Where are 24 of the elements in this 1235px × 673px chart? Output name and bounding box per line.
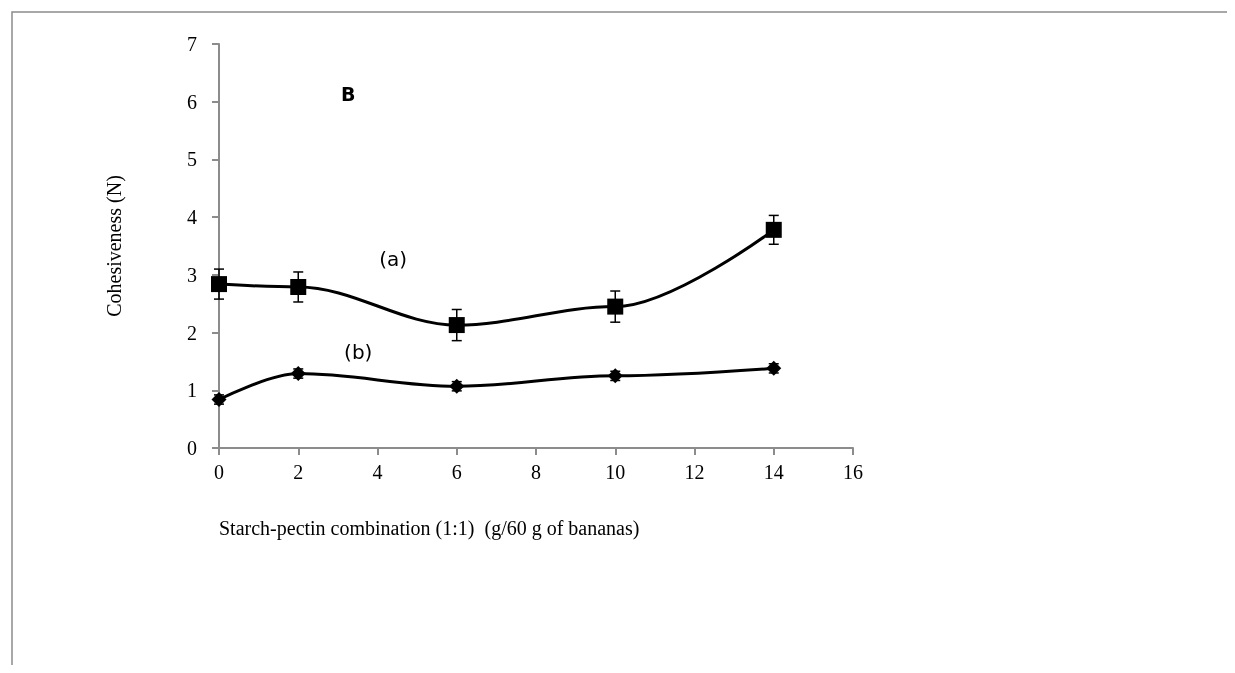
point xyxy=(290,278,307,295)
x-axis-title: Starch-pectin combination (1:1) (g/60 g of bananas) xyxy=(219,517,640,540)
y-tick-label: 3 xyxy=(187,263,197,286)
y-tick-label: 4 xyxy=(187,206,197,229)
x-tick-label: 2 xyxy=(293,461,304,483)
annotation: B xyxy=(341,82,356,105)
y-axis-title: Cohesiveness (N) xyxy=(103,175,126,317)
y-tick-label: 7 xyxy=(187,33,197,55)
x-tick-label: 4 xyxy=(372,461,383,483)
x-tick-label: 12 xyxy=(684,461,705,483)
x-tick-label: 8 xyxy=(531,461,541,483)
y-tick-label: 1 xyxy=(187,379,197,402)
y-tick-label: 0 xyxy=(187,437,197,459)
series-label: (a) xyxy=(379,246,408,271)
x-tick-label: 14 xyxy=(763,461,784,483)
x-tick-label: 6 xyxy=(451,461,462,483)
y-tick-label: 6 xyxy=(187,90,197,113)
x-tick-label: 16 xyxy=(843,461,863,483)
series-label: (b) xyxy=(344,339,373,364)
x-tick-label: 0 xyxy=(214,461,224,483)
point xyxy=(607,298,624,315)
y-tick-label: 5 xyxy=(187,148,197,171)
x-tick-label: 10 xyxy=(605,461,626,483)
y-tick-label: 2 xyxy=(187,321,197,344)
